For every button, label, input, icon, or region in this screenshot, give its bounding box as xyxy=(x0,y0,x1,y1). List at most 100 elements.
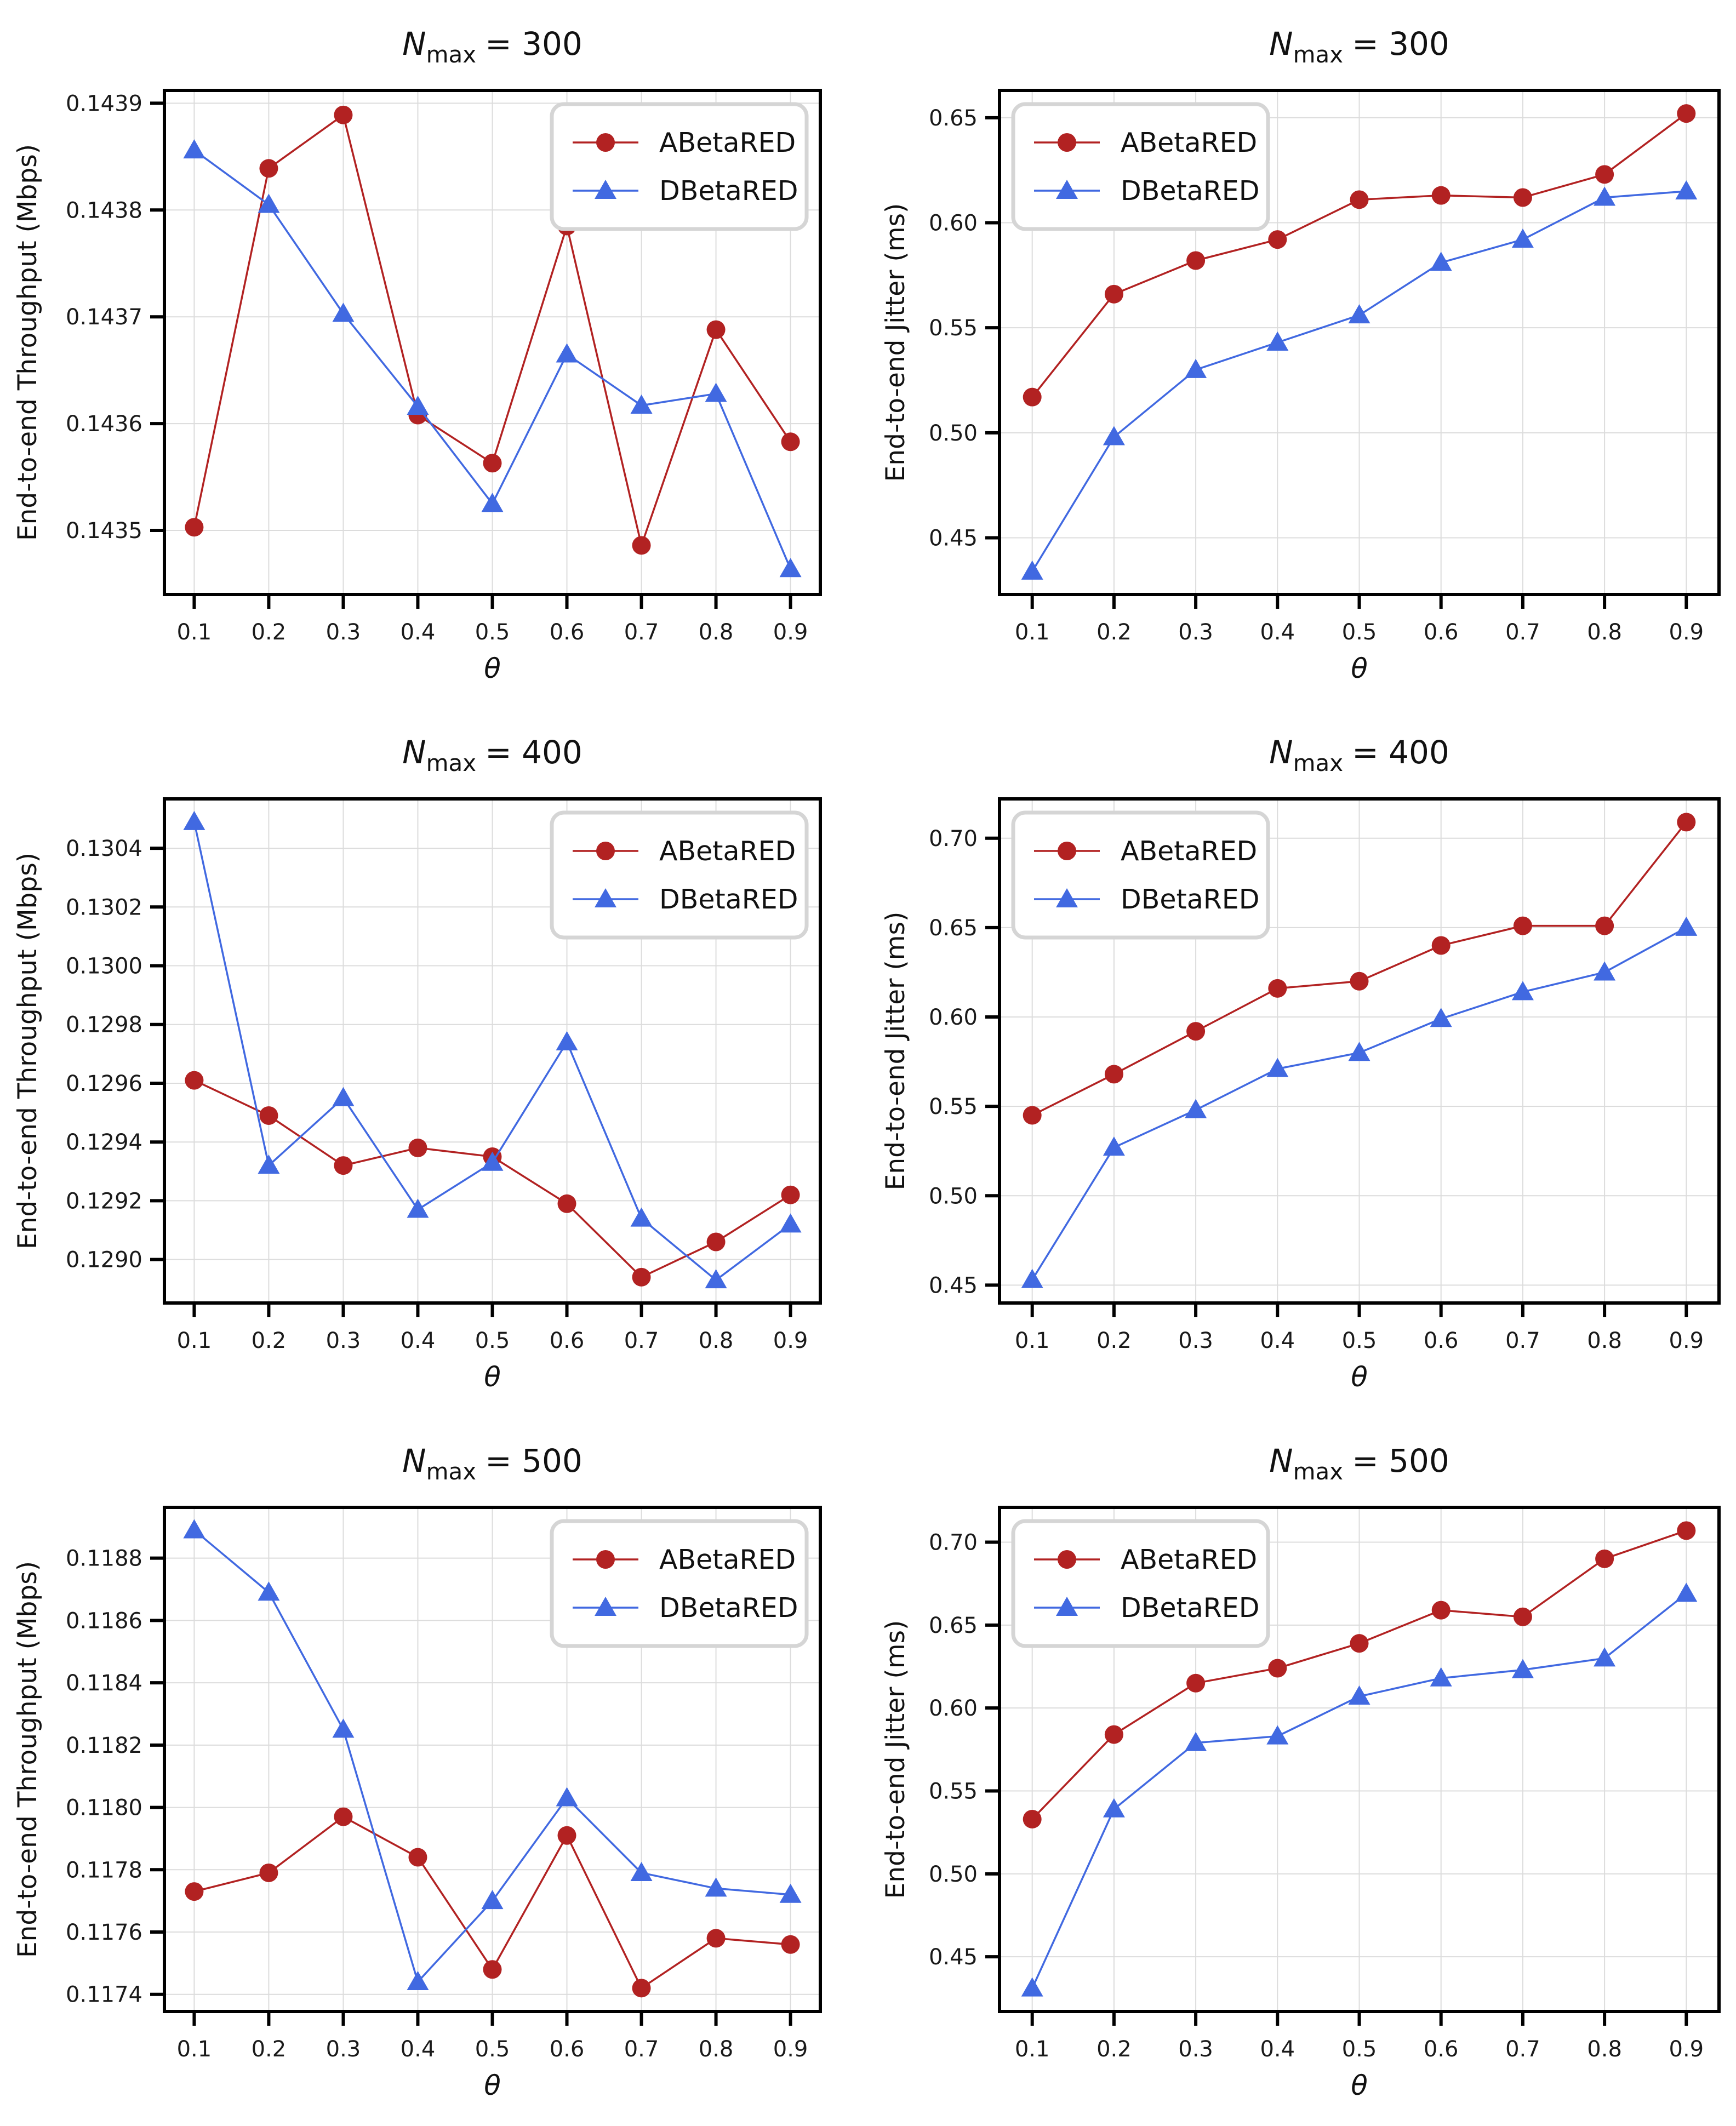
legend-triangle-marker xyxy=(595,180,616,199)
triangle-marker-dbetared xyxy=(407,395,429,415)
x-tick-label: 0.4 xyxy=(401,620,436,645)
circle-marker-abetared xyxy=(781,1185,800,1204)
y-tick-label: 0.1300 xyxy=(66,954,142,979)
legend-label-abetared: ABetaRED xyxy=(659,836,796,867)
chart-title-value: = 500 xyxy=(485,1442,583,1479)
legend-label-dbetared: DBetaRED xyxy=(1121,175,1259,207)
x-axis-label: θ xyxy=(484,2070,501,2101)
triangle-marker-dbetared xyxy=(1511,228,1534,248)
circle-marker-abetared xyxy=(259,1863,278,1882)
circle-marker-abetared xyxy=(1268,230,1287,249)
legend-circle-marker xyxy=(1058,133,1076,152)
y-tick-label: 0.70 xyxy=(929,826,978,851)
triangle-marker-dbetared xyxy=(705,1269,727,1289)
triangle-marker-dbetared xyxy=(1185,1099,1207,1118)
series-dbetared xyxy=(183,1519,802,1990)
x-tick-label: 0.2 xyxy=(1097,2037,1132,2062)
y-tick-label: 0.55 xyxy=(929,316,978,341)
y-tick-label: 0.1184 xyxy=(66,1671,142,1696)
legend-label-dbetared: DBetaRED xyxy=(1121,884,1259,915)
x-tick-label: 0.6 xyxy=(1424,620,1459,645)
circle-marker-abetared xyxy=(259,159,278,178)
triangle-marker-dbetared xyxy=(183,139,205,159)
y-tick-label: 0.1435 xyxy=(66,518,142,544)
circle-marker-abetared xyxy=(706,320,726,339)
chart-title-symbol: N xyxy=(402,1442,426,1479)
x-tick-label: 0.9 xyxy=(773,620,808,645)
chart-title: Nmax = 400 xyxy=(402,734,583,776)
legend-circle-marker xyxy=(1058,842,1076,860)
y-tick-label: 0.1174 xyxy=(66,1982,142,2008)
circle-marker-abetared xyxy=(1677,813,1696,832)
circle-marker-abetared xyxy=(185,1882,204,1901)
chart-title: Nmax = 500 xyxy=(1269,1442,1449,1485)
circle-marker-abetared xyxy=(1186,251,1206,270)
triangle-marker-dbetared xyxy=(630,395,653,414)
x-tick-label: 0.6 xyxy=(550,620,585,645)
triangle-marker-dbetared xyxy=(1266,1725,1289,1745)
chart-title-value: = 500 xyxy=(1352,1442,1449,1479)
y-tick-label: 0.45 xyxy=(929,1945,978,1970)
y-axis-label: End-to-end Throughput (Mbps) xyxy=(13,1561,43,1958)
x-tick-label: 0.5 xyxy=(1342,620,1377,645)
triangle-marker-dbetared xyxy=(1103,1798,1125,1818)
axis-ticks: 0.1 0.2 0.3 0.4 0.5 0.6 0.7 0.8 0.9 0.1174 0.1176 0… xyxy=(66,1546,808,2062)
subplot-throughput-nmax-500: 0.1 0.2 0.3 0.4 0.5 0.6 0.7 0.8 0.9 0.1174 0.1176 0… xyxy=(0,1417,868,2125)
x-tick-label: 0.4 xyxy=(1260,2037,1295,2062)
axis-ticks: 0.1 0.2 0.3 0.4 0.5 0.6 0.7 0.8 0.9 0.45 0.50 0.55 0… xyxy=(929,1530,1704,2062)
triangle-marker-dbetared xyxy=(705,1877,727,1897)
x-tick-label: 0.3 xyxy=(326,2037,361,2062)
y-axis-label: End-to-end Jitter (ms) xyxy=(881,1620,911,1899)
legend-triangle-marker xyxy=(1056,180,1078,199)
x-tick-label: 0.3 xyxy=(1178,2037,1213,2062)
x-tick-label: 0.5 xyxy=(1342,1328,1377,1353)
y-tick-label: 0.60 xyxy=(929,1005,978,1030)
triangle-marker-dbetared xyxy=(1103,1136,1125,1156)
circle-marker-abetared xyxy=(185,1071,204,1090)
x-tick-label: 0.6 xyxy=(550,1328,585,1353)
x-tick-label: 0.1 xyxy=(1015,2037,1050,2062)
triangle-marker-dbetared xyxy=(779,1883,802,1903)
subplot-jitter-nmax-500: 0.1 0.2 0.3 0.4 0.5 0.6 0.7 0.8 0.9 0.45 0.50 0.55 0… xyxy=(868,1417,1736,2125)
y-tick-label: 0.60 xyxy=(929,211,978,236)
chart-canvas-throughput-nmax-500: 0.1 0.2 0.3 0.4 0.5 0.6 0.7 0.8 0.9 0.1174 0.1176 0… xyxy=(13,1442,822,2101)
x-tick-label: 0.9 xyxy=(1669,620,1704,645)
x-tick-label: 0.1 xyxy=(1015,1328,1050,1353)
legend-box xyxy=(550,102,809,231)
x-tick-label: 0.8 xyxy=(1587,2037,1622,2062)
axes-spines xyxy=(998,1506,1721,2013)
y-tick-label: 0.65 xyxy=(929,916,978,941)
circle-marker-abetared xyxy=(706,1929,726,1948)
y-tick-label: 0.65 xyxy=(929,1613,978,1638)
y-tick-label: 0.65 xyxy=(929,106,978,131)
circle-marker-abetared xyxy=(1104,1725,1123,1744)
circle-marker-abetared xyxy=(1677,104,1696,123)
y-tick-label: 0.1180 xyxy=(66,1796,142,1821)
triangle-marker-dbetared xyxy=(630,1861,653,1881)
circle-marker-abetared xyxy=(632,536,651,555)
x-tick-label: 0.1 xyxy=(177,620,212,645)
chart-title-value: = 300 xyxy=(485,25,583,62)
circle-marker-abetared xyxy=(1268,1659,1287,1678)
triangle-marker-dbetared xyxy=(1103,426,1125,445)
x-tick-label: 0.2 xyxy=(252,1328,287,1353)
legend-label-dbetared: DBetaRED xyxy=(659,884,798,915)
circle-marker-abetared xyxy=(1186,1022,1206,1041)
triangle-marker-dbetared xyxy=(556,1031,578,1050)
axes-spines xyxy=(163,797,822,1305)
chart-canvas-jitter-nmax-300: 0.1 0.2 0.3 0.4 0.5 0.6 0.7 0.8 0.9 0.45 0.50 0.55 0… xyxy=(881,25,1721,684)
legend-box xyxy=(550,810,809,940)
triangle-marker-dbetared xyxy=(258,1581,280,1601)
legend-circle-marker xyxy=(596,133,615,152)
x-tick-label: 0.5 xyxy=(475,1328,510,1353)
subplot-throughput-nmax-400: 0.1 0.2 0.3 0.4 0.5 0.6 0.7 0.8 0.9 0.1290 0.1292 0… xyxy=(0,708,868,1417)
y-tick-label: 0.55 xyxy=(929,1779,978,1804)
axis-ticks: 0.1 0.2 0.3 0.4 0.5 0.6 0.7 0.8 0.9 0.45 0.50 0.55 0… xyxy=(929,826,1704,1353)
x-tick-label: 0.8 xyxy=(699,1328,734,1353)
triangle-marker-dbetared xyxy=(705,382,727,402)
x-tick-label: 0.4 xyxy=(1260,620,1295,645)
y-tick-label: 0.1436 xyxy=(66,412,142,437)
series-dbetared xyxy=(1021,1582,1698,1997)
chart-canvas-throughput-nmax-400: 0.1 0.2 0.3 0.4 0.5 0.6 0.7 0.8 0.9 0.1290 0.1292 0… xyxy=(13,734,822,1393)
series-dbetared xyxy=(183,139,802,578)
